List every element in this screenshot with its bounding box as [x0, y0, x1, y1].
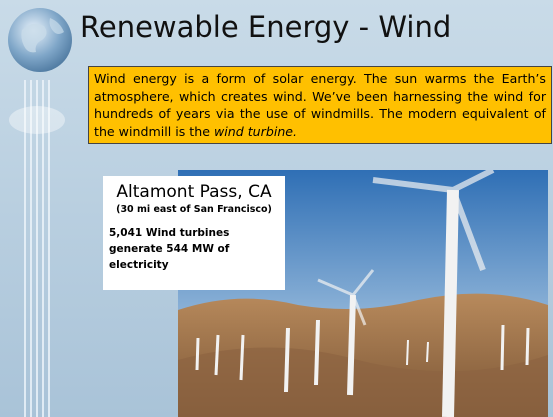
callout-box: Wind energy is a form of solar energy. T…	[88, 66, 552, 144]
caption-subheading: (30 mi east of San Francisco)	[109, 204, 279, 215]
caption-body: 5,041 Wind turbines generate 544 MW of e…	[109, 225, 259, 273]
slide: Renewable Energy - Wind Wind energy is a…	[0, 0, 553, 417]
callout-text: Wind energy is a form of solar energy. T…	[94, 71, 546, 139]
caption-heading: Altamont Pass, CA	[109, 182, 279, 202]
slide-title: Renewable Energy - Wind	[80, 10, 451, 44]
callout-emphasis: wind turbine.	[214, 124, 297, 139]
caption-box: Altamont Pass, CA (30 mi east of San Fra…	[103, 176, 285, 290]
